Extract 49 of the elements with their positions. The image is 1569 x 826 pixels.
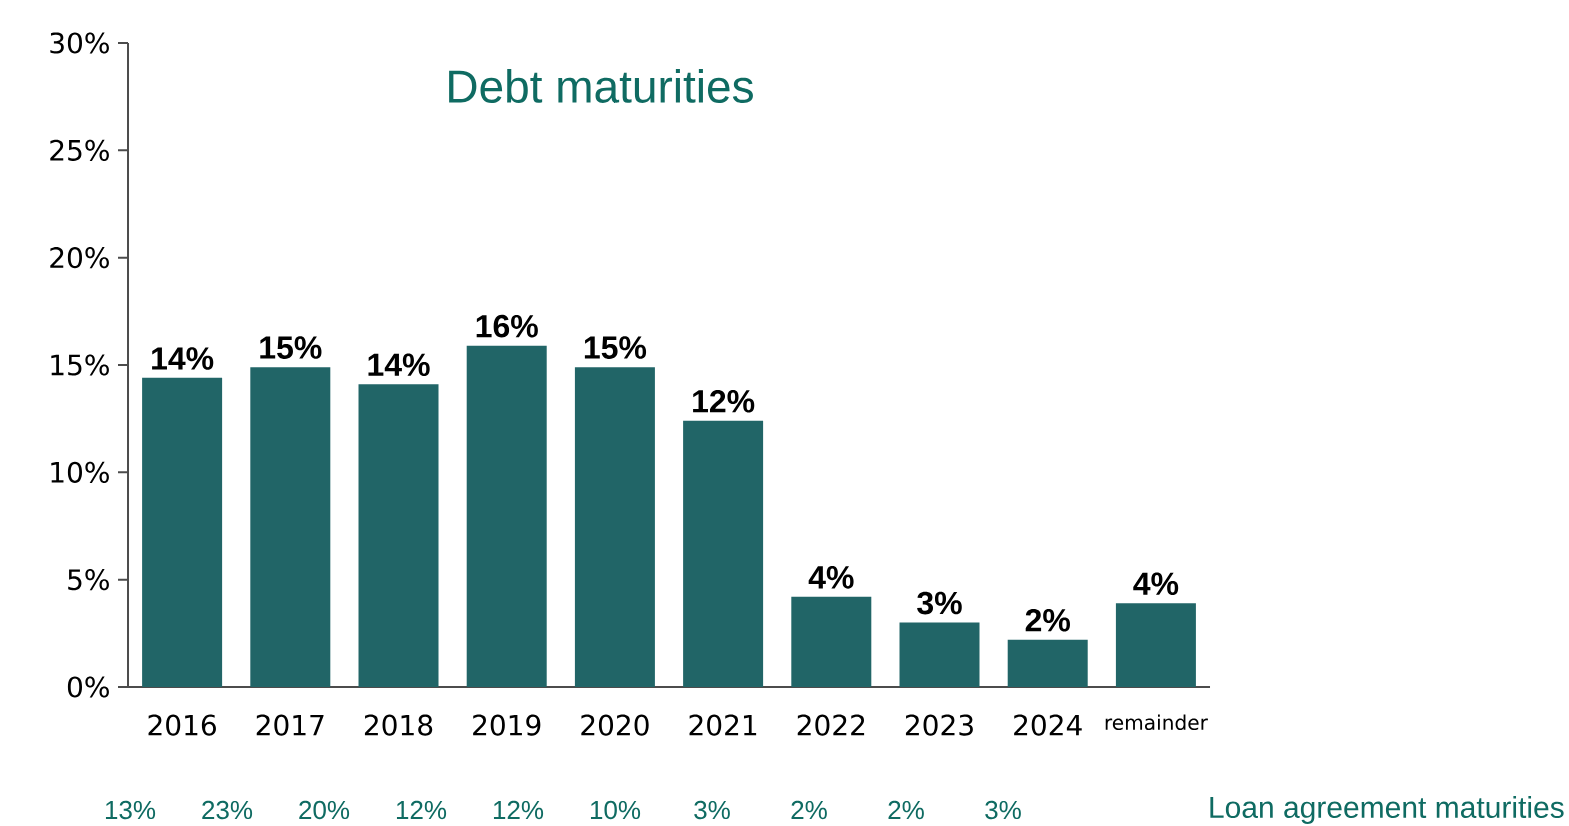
y-tick-label: 25% (50, 139, 109, 161)
x-tick-label: 2022 (797, 714, 865, 736)
x-tick-label: 2017 (256, 714, 324, 736)
y-tick-label: 30% (50, 32, 109, 54)
data-label: 15% (584, 336, 647, 359)
bar (250, 367, 331, 687)
text: 3% (694, 800, 730, 820)
bar (683, 420, 764, 687)
data-label: 12% (693, 390, 755, 413)
data-label: 14% (368, 353, 430, 377)
bar (791, 596, 872, 687)
data-label: 15% (260, 336, 322, 359)
text: 3% (985, 800, 1021, 820)
data-label: 16% (476, 314, 538, 338)
y-tick-label: 20% (50, 247, 109, 269)
bar (142, 377, 223, 687)
data-label: 2% (1025, 608, 1070, 632)
text: 12% (396, 800, 447, 820)
bar (574, 367, 655, 687)
y-tick-label: 5% (68, 569, 109, 591)
text: 20% (299, 800, 350, 820)
x-tick-label: 2023 (905, 714, 973, 736)
data-label: 4% (808, 566, 854, 589)
x-tick-label: 2021 (689, 714, 757, 736)
text: 2% (888, 800, 924, 820)
text: 2% (791, 800, 827, 820)
x-tick-label: 2018 (364, 714, 433, 736)
x-tick-label: 2020 (581, 714, 649, 736)
data-label: 4% (1133, 572, 1179, 596)
text: 13% (105, 800, 156, 820)
data-label: 14% (152, 347, 214, 370)
bar (358, 384, 439, 687)
text: 10% (590, 800, 641, 820)
x-tick-label: 2016 (148, 714, 216, 736)
x-tick-label: 2024 (1014, 714, 1082, 736)
y-tick-label: 0% (67, 676, 109, 698)
y-tick-label: 10% (51, 461, 109, 483)
x-tick-label: remainder (1105, 714, 1208, 731)
bar (1115, 603, 1196, 687)
bar (1007, 639, 1088, 687)
data-label: 3% (917, 591, 962, 615)
bar (899, 622, 980, 687)
y-tick-label: 15% (51, 354, 109, 376)
x-tick-label: 2019 (473, 714, 541, 736)
bar (466, 345, 547, 687)
text: 23% (202, 800, 253, 820)
text: 12% (493, 800, 544, 820)
chart-title: Debt maturities (449, 69, 753, 103)
text: Loan agreement maturities (1210, 796, 1564, 824)
